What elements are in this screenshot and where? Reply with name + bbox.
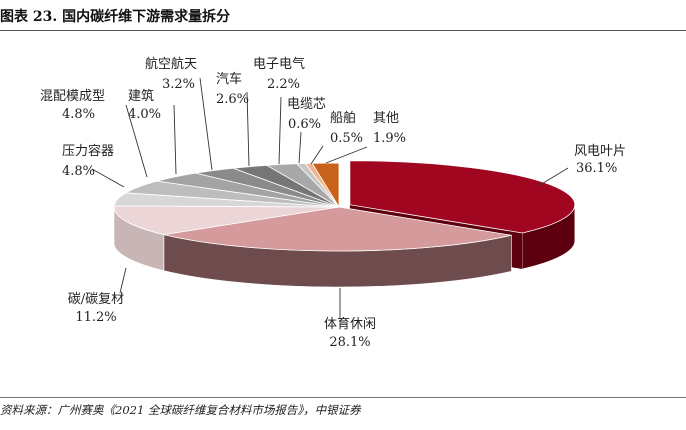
- leader-line-8: [246, 91, 250, 167]
- slice-name-label: 碳/碳复材: [68, 292, 124, 307]
- slice-value-label: 28.1%: [329, 335, 370, 350]
- source-note: 资料来源：广州赛奥《2021 全球碳纤维复合材料市场报告》，中银证券: [0, 403, 361, 417]
- leader-line-1: [539, 167, 569, 186]
- leader-line-7: [199, 77, 213, 171]
- leader-lines: [91, 77, 569, 318]
- slice-name-label: 航空航天: [145, 56, 197, 72]
- leader-line-3: [119, 267, 127, 294]
- slice-value-label: 4.0%: [128, 107, 161, 122]
- slice-name-label: 船舶: [330, 110, 356, 126]
- slice-name-label: 建筑: [128, 88, 154, 104]
- slice-value-label: 1.9%: [373, 131, 406, 146]
- slice-value-label: 2.2%: [267, 77, 300, 92]
- slice-labels: 风电叶片 36.1% 体育休闲 28.1% 碳/碳复材 11.2% 压力容器 4.8% 混配模成…: [40, 56, 626, 350]
- pie-slice-2: [163, 206, 512, 252]
- figure-title: 图表 23. 国内碳纤维下游需求量拆分: [0, 9, 231, 25]
- pie-slice-1: [349, 160, 576, 234]
- slice-value-label: 0.5%: [330, 131, 363, 146]
- slice-name-label: 其他: [373, 111, 399, 126]
- leader-line-12: [325, 146, 368, 164]
- title-divider: [0, 30, 686, 31]
- slice-name-label: 体育休闲: [324, 316, 376, 332]
- slice-value-label: 36.1%: [576, 161, 617, 176]
- slice-value-label: 2.6%: [216, 92, 249, 107]
- pie-slice-3: [113, 205, 340, 236]
- slice-value-label: 4.8%: [62, 164, 95, 179]
- slice-name-label: 混配模成型: [40, 89, 105, 104]
- slice-value-label: 11.2%: [75, 310, 116, 325]
- slice-name-label: 风电叶片: [574, 144, 626, 159]
- slice-name-label: 电缆芯: [287, 96, 326, 112]
- slice-value-label: 0.6%: [288, 117, 321, 132]
- source-divider: [0, 397, 686, 398]
- leader-line-4: [91, 168, 125, 188]
- slice-value-label: 3.2%: [162, 77, 195, 92]
- leader-line-5: [125, 104, 148, 178]
- pie-slice-12: [311, 162, 340, 209]
- leader-line-10: [298, 131, 302, 164]
- leader-line-9: [278, 96, 282, 165]
- slice-name-label: 电子电气: [253, 56, 305, 72]
- slice-name-label: 汽车: [216, 71, 242, 87]
- slice-value-label: 4.8%: [62, 107, 95, 122]
- leader-line-6: [173, 104, 177, 175]
- pie-tops: [113, 160, 576, 252]
- slice-name-label: 压力容器: [62, 143, 114, 159]
- leader-line-11: [310, 145, 324, 165]
